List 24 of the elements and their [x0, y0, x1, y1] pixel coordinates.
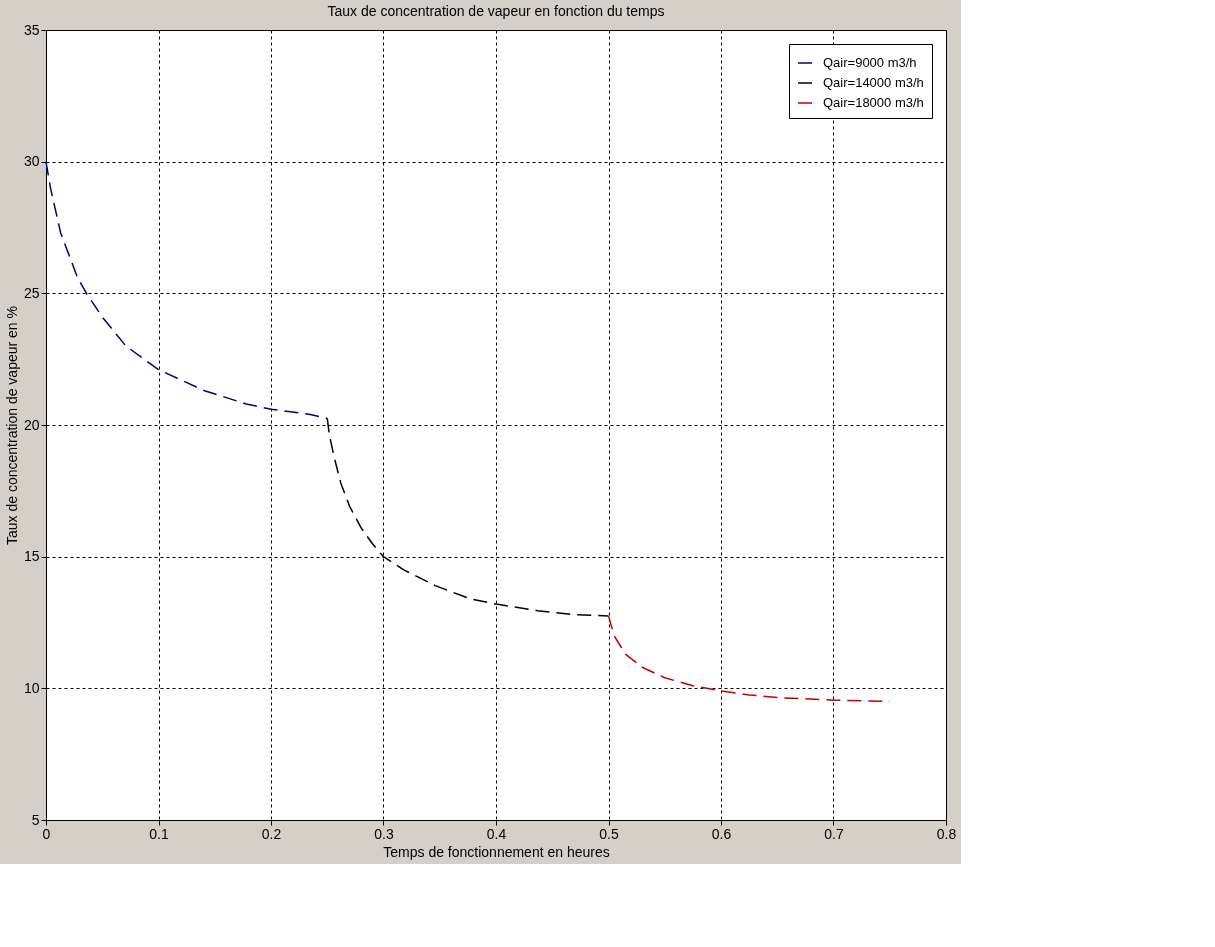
- x-tick-label: 0.1: [149, 825, 169, 842]
- legend-label: Qair=9000 m3/h: [823, 55, 917, 70]
- y-axis-title: Taux de concentration de vapeur en %: [3, 306, 20, 545]
- legend-label: Qair=18000 m3/h: [823, 95, 924, 110]
- x-tick-label: 0.7: [824, 825, 844, 842]
- x-axis-title: Temps de fonctionnement en heures: [383, 843, 610, 860]
- y-tick-label: 15: [23, 548, 40, 565]
- line-series: [45, 160, 328, 420]
- legend-label: Qair=14000 m3/h: [823, 75, 924, 90]
- chart-title: Taux de concentration de vapeur en fonction du temps: [327, 3, 665, 19]
- y-tick-label: 25: [23, 284, 40, 301]
- x-tick-label: 0.3: [374, 825, 394, 842]
- line-series: [607, 615, 891, 703]
- y-tick-label: 30: [23, 153, 40, 170]
- x-tick-label: 0.2: [261, 825, 282, 842]
- x-tick-label: 0.5: [599, 825, 619, 842]
- x-tick-label: 0.8: [936, 825, 957, 842]
- x-tick-label: 0.4: [486, 825, 507, 842]
- y-tick-label: 5: [31, 811, 40, 828]
- y-tick-label: 35: [23, 21, 40, 38]
- x-tick-label: 0.6: [711, 825, 732, 842]
- x-tick-label: 0: [42, 825, 51, 842]
- y-tick-label: 10: [23, 679, 40, 696]
- y-tick-label: 20: [23, 416, 40, 433]
